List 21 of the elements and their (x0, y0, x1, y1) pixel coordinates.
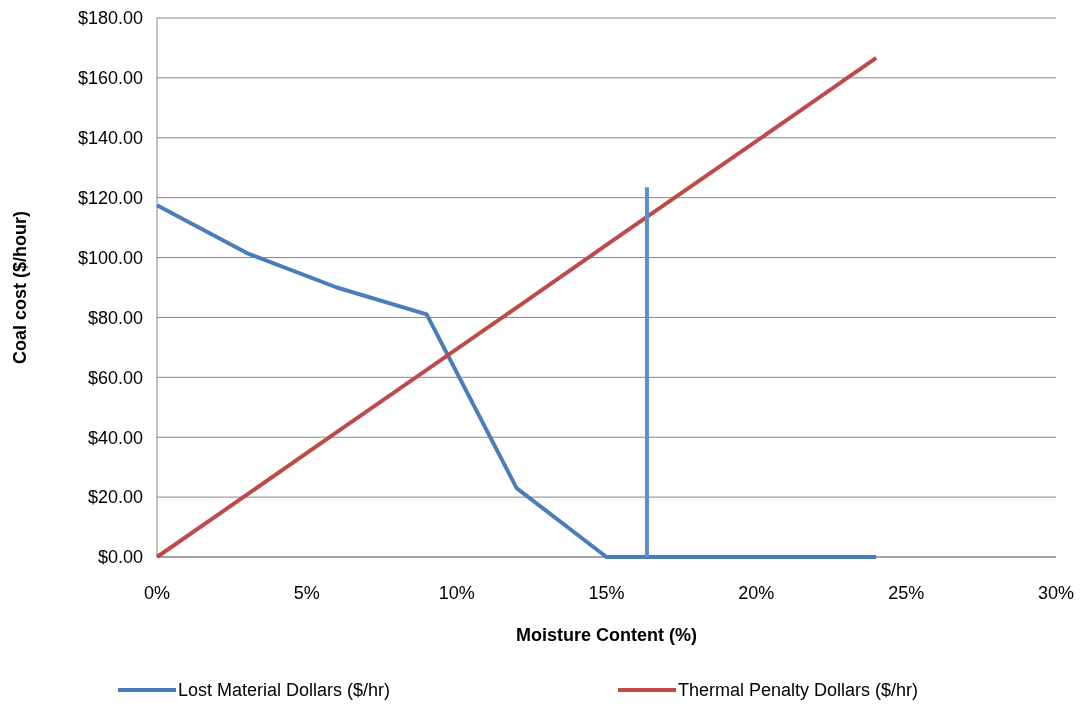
x-tick-label: 20% (738, 583, 775, 603)
y-tick-label: $100.00 (77, 247, 143, 268)
x-tick-label: 15% (588, 583, 625, 603)
y-tick-label: $180.00 (77, 8, 143, 29)
legend-label: Thermal Penalty Dollars ($/hr) (678, 680, 919, 701)
x-tick-label: 30% (1037, 583, 1075, 603)
y-tick-label: $120.00 (77, 187, 143, 208)
y-tick-label: $20.00 (87, 487, 143, 508)
x-tick-label: 5% (293, 583, 320, 603)
y-tick-label: $140.00 (77, 128, 143, 149)
x-tick-label: 25% (888, 583, 925, 603)
legend-label: Lost Material Dollars ($/hr) (178, 680, 391, 701)
y-tick-label: $40.00 (87, 427, 143, 448)
y-tick-label: $60.00 (87, 367, 143, 388)
y-tick-label: $80.00 (87, 307, 143, 328)
y-tick-label: $160.00 (77, 68, 143, 89)
y-tick-label: $0.00 (97, 547, 143, 568)
x-axis-title: Moisture Content (%) (516, 625, 697, 645)
x-tick-label: 0% (143, 583, 171, 603)
y-axis-title: Coal cost ($/hour) (10, 210, 30, 365)
x-tick-label: 10% (438, 583, 475, 603)
